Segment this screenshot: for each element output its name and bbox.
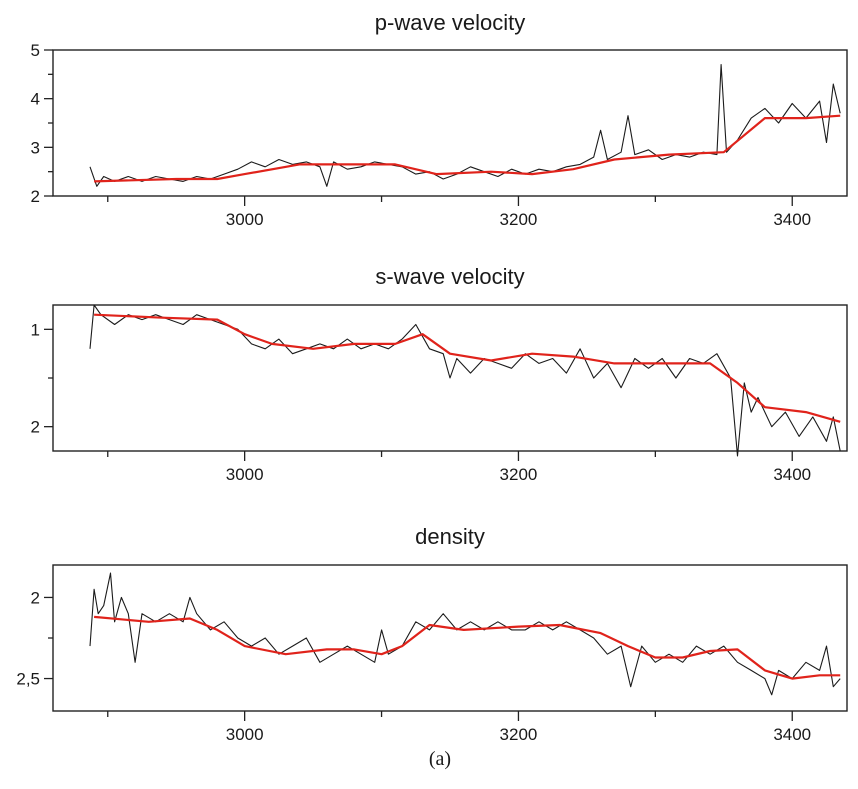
x-tick-label: 3000 bbox=[226, 210, 264, 229]
raw-log-line bbox=[89, 572, 841, 696]
smoothed-trend-line bbox=[94, 615, 841, 680]
x-tick-label: 3000 bbox=[226, 465, 264, 484]
y-tick-label: 1 bbox=[31, 320, 40, 339]
y-tick-label: 4 bbox=[31, 90, 40, 109]
y-tick-label: 5 bbox=[31, 41, 40, 60]
x-tick-label: 3400 bbox=[773, 465, 811, 484]
y-tick-label: 2 bbox=[31, 418, 40, 437]
smoothed-trend-line bbox=[94, 313, 841, 423]
panel-title: s-wave velocity bbox=[375, 264, 524, 289]
raw-log-line bbox=[89, 64, 841, 187]
raw-log-line bbox=[89, 304, 841, 457]
y-tick-label: 2,5 bbox=[16, 670, 40, 689]
panel-p-wave: p-wave velocity 3000 3200 3400 2 3 4 5 bbox=[31, 10, 848, 229]
x-tick-label: 3400 bbox=[773, 210, 811, 229]
x-tick-label: 3000 bbox=[226, 725, 264, 744]
y-tick-label: 2 bbox=[31, 187, 40, 206]
y-tick-label: 2 bbox=[31, 588, 40, 607]
plot-frame bbox=[52, 564, 848, 712]
panel-title: p-wave velocity bbox=[375, 10, 525, 35]
x-tick-label: 3400 bbox=[773, 725, 811, 744]
x-tick-label: 3200 bbox=[500, 725, 538, 744]
y-tick-label: 3 bbox=[31, 138, 40, 157]
smoothed-trend-line bbox=[94, 114, 841, 183]
panel-title: density bbox=[415, 524, 485, 549]
panel-density: density 3000 3200 3400 2 2,5 bbox=[16, 524, 848, 744]
panel-s-wave: s-wave velocity 3000 3200 3400 1 2 bbox=[31, 264, 848, 484]
x-tick-label: 3200 bbox=[500, 210, 538, 229]
figure-caption: (a) bbox=[429, 748, 451, 770]
x-tick-label: 3200 bbox=[500, 465, 538, 484]
